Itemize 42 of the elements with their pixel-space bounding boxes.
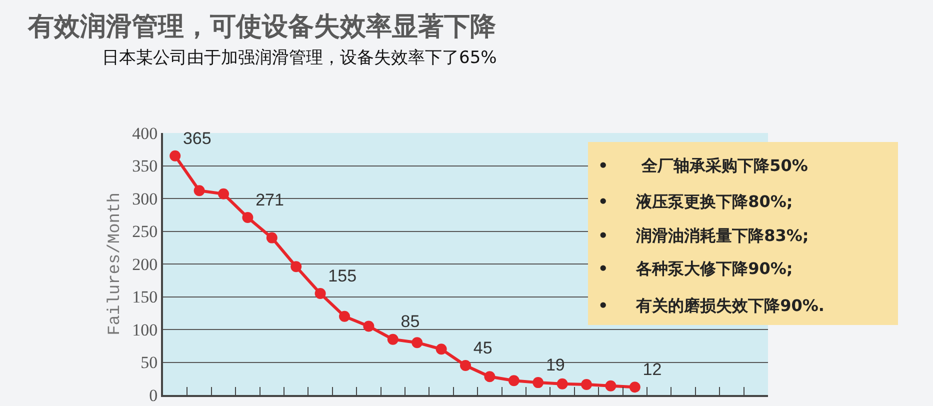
point [556, 378, 568, 390]
point [581, 379, 592, 390]
point [266, 232, 278, 244]
point [508, 375, 520, 386]
point [436, 344, 447, 355]
data-label: 155 [328, 266, 357, 286]
y-tick-label: 150 [132, 288, 158, 307]
point [339, 310, 350, 322]
point [412, 337, 423, 348]
point [314, 288, 326, 299]
point [218, 188, 229, 200]
y-tick-label: 350 [132, 156, 158, 176]
data-label: 12 [642, 360, 662, 380]
annotation: • 液压泵更换下降80%; [598, 192, 793, 211]
data-label: 365 [182, 128, 212, 148]
annotation: • 有关的磨损失效下降90%. [598, 296, 824, 315]
chart-subtitle: 日本某公司由于加强润滑管理，设备失效率下了65% [102, 48, 497, 68]
point [170, 150, 181, 162]
y-tick-label: 250 [132, 222, 158, 242]
point [363, 320, 374, 332]
point [605, 380, 616, 392]
point [387, 334, 398, 345]
y-tick-label: 200 [132, 254, 158, 274]
y-tick-label: 300 [132, 189, 158, 208]
point [460, 360, 471, 372]
point [484, 371, 496, 382]
point [629, 382, 640, 393]
point [194, 185, 205, 196]
chart-title: 有效润滑管理，可使设备失效率显著下降 [27, 12, 496, 42]
point [242, 212, 254, 223]
annotation: • 润滑油消耗量下降83%; [598, 226, 809, 245]
point [290, 261, 302, 272]
y-tick-label: 100 [132, 320, 158, 340]
y-tick-label: 400 [132, 124, 158, 143]
annotation: • 各种泵大修下降90%; [598, 259, 793, 278]
point [532, 377, 544, 388]
annotation: • 全厂轴承采购下降50% [598, 156, 808, 175]
y-tick-label: 0 [149, 386, 158, 405]
y-tick-label: 50 [140, 353, 158, 372]
y-axis-title: Failures/Month [106, 192, 126, 336]
data-label: 85 [400, 312, 420, 332]
data-label: 45 [473, 338, 492, 358]
